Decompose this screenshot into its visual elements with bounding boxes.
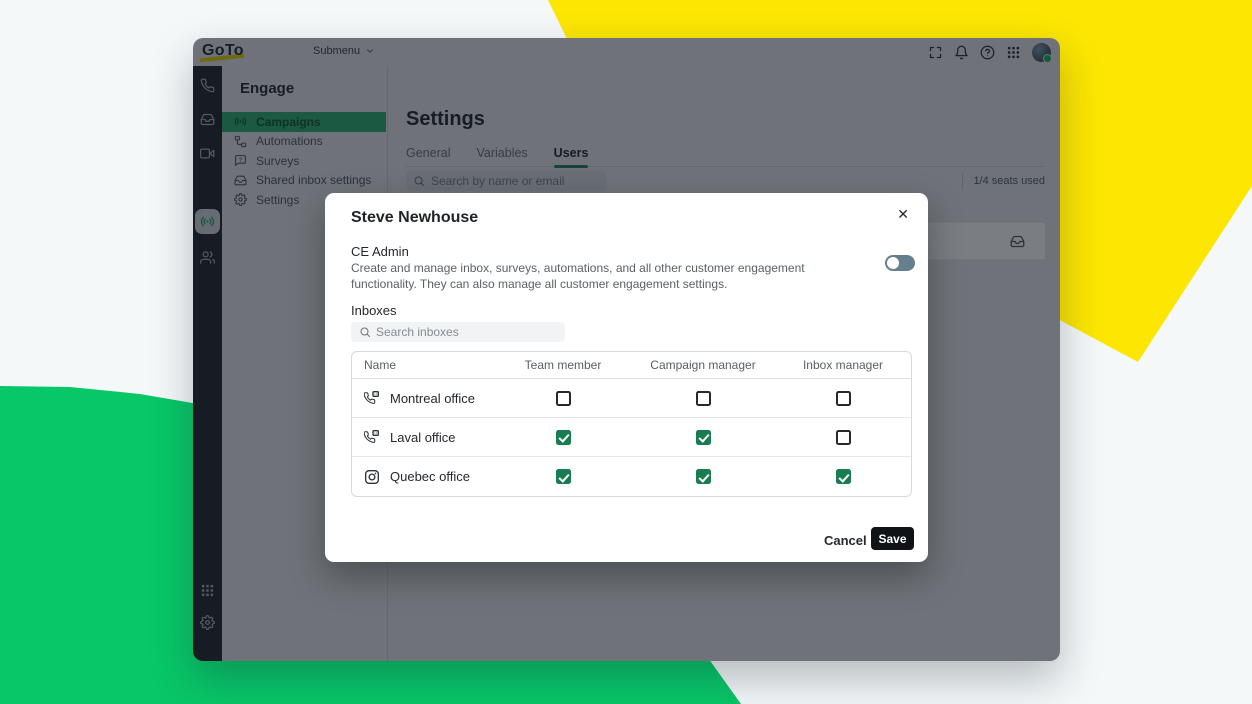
inbox-permissions-table: Name Team member Campaign manager Inbox …	[351, 351, 912, 497]
checkbox-team-member[interactable]	[555, 429, 571, 445]
checkbox-campaign-manager[interactable]	[695, 429, 711, 445]
inbox-name: Laval office	[390, 429, 456, 445]
inboxes-search-input[interactable]	[351, 322, 565, 342]
column-header-campaign-manager: Campaign manager	[650, 358, 756, 372]
phone-sms-icon	[364, 391, 379, 404]
close-icon[interactable]: ✕	[897, 206, 909, 222]
checkbox-team-member[interactable]	[555, 390, 571, 406]
phone-sms-icon	[364, 430, 379, 443]
inbox-name-cell: Laval office	[352, 429, 493, 445]
column-header-team-member: Team member	[524, 358, 602, 372]
user-permissions-modal: Steve Newhouse ✕ CE Admin Create and man…	[325, 193, 928, 562]
table-row: Laval office	[352, 418, 911, 457]
inbox-name: Montreal office	[390, 390, 476, 406]
instagram-icon	[365, 469, 379, 484]
checkbox-campaign-manager[interactable]	[695, 469, 711, 484]
table-row: Quebec office	[352, 457, 911, 496]
column-header-inbox-manager: Inbox manager	[802, 358, 884, 372]
save-button[interactable]: Save	[871, 527, 914, 550]
cancel-button[interactable]: Cancel	[824, 533, 867, 548]
inboxes-search	[351, 322, 565, 342]
checkbox-inbox-manager[interactable]	[835, 469, 851, 484]
inbox-name-cell: Montreal office	[352, 390, 493, 406]
checkbox-campaign-manager[interactable]	[695, 390, 711, 406]
checkbox-inbox-manager[interactable]	[835, 390, 851, 406]
inbox-name: Quebec office	[390, 469, 470, 484]
inbox-name-cell: Quebec office	[352, 469, 493, 485]
modal-title: Steve Newhouse	[351, 209, 479, 226]
checkbox-team-member[interactable]	[555, 469, 571, 484]
goto-app-window: GoTo Submenu	[193, 38, 1060, 661]
search-icon	[360, 327, 370, 337]
checkbox-inbox-manager[interactable]	[835, 429, 851, 445]
ce-admin-label: CE Admin	[351, 244, 409, 259]
table-row: Montreal office	[352, 379, 911, 418]
toggle-knob	[887, 257, 899, 269]
permissions-table-header: Name Team member Campaign manager Inbox …	[352, 352, 911, 379]
ce-admin-toggle[interactable]	[885, 255, 915, 271]
column-header-name: Name	[364, 358, 397, 372]
ce-admin-description: Create and manage inbox, surveys, automa…	[351, 261, 805, 291]
inboxes-label: Inboxes	[351, 303, 397, 318]
